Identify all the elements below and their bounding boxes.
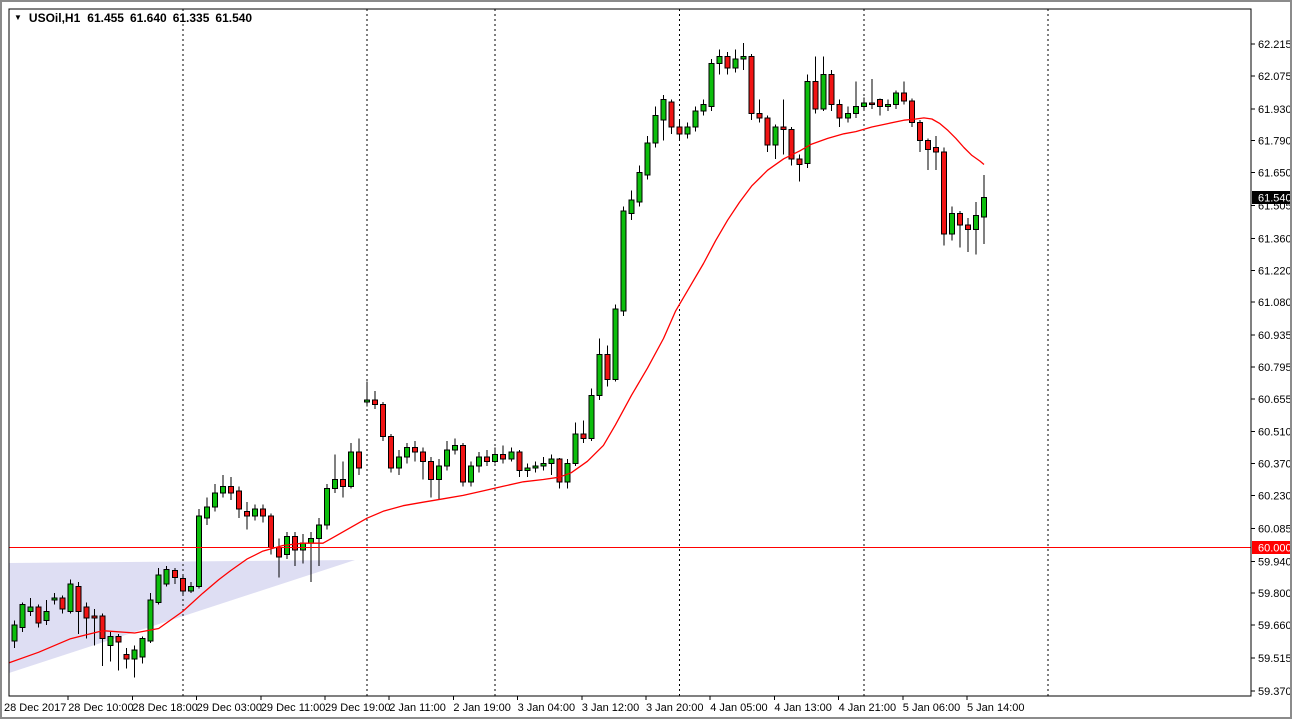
symbol-timeframe-label: USOil,H1 [28, 11, 81, 25]
bar-low-value: 61.335 [172, 11, 210, 25]
time-axis-label: 4 Jan 21:00 [839, 702, 897, 714]
price-axis-label: 60.935 [1258, 330, 1292, 342]
time-axis-label: 29 Dec 11:00 [261, 702, 326, 714]
price-axis-label: 62.075 [1258, 71, 1292, 83]
price-axis-label: 59.370 [1258, 686, 1292, 698]
price-axis-label: 61.080 [1258, 297, 1292, 309]
time-axis-label: 3 Jan 20:00 [646, 702, 704, 714]
price-axis-label: 61.360 [1258, 233, 1292, 245]
price-axis-label: 62.215 [1258, 39, 1292, 51]
time-axis-label: 5 Jan 06:00 [903, 702, 961, 714]
time-axis-label: 2 Jan 19:00 [453, 702, 511, 714]
time-axis-label: 4 Jan 05:00 [710, 702, 768, 714]
time-axis-label: 28 Dec 10:00 [68, 702, 133, 714]
price-axis-label: 60.370 [1258, 459, 1292, 471]
price-axis-label: 60.510 [1258, 427, 1292, 439]
price-axis-label: 61.930 [1258, 104, 1292, 116]
time-axis-label: 3 Jan 04:00 [518, 702, 576, 714]
price-axis-label: 59.800 [1258, 588, 1292, 600]
time-axis-label: 3 Jan 12:00 [582, 702, 640, 714]
svg-text:60.000: 60.000 [1258, 543, 1292, 555]
price-axis[interactable]: 62.21562.07561.93061.79061.65061.50561.3… [1251, 39, 1292, 698]
time-axis-label: 29 Dec 03:00 [197, 702, 262, 714]
price-axis-label: 59.515 [1258, 653, 1292, 665]
plot-frame [8, 8, 1252, 697]
time-axis-label: 28 Dec 18:00 [132, 702, 197, 714]
chart-menu-triangle-icon[interactable]: ▼ [14, 13, 22, 22]
time-axis-label: 29 Dec 19:00 [325, 702, 390, 714]
bar-open-value: 61.455 [87, 11, 124, 25]
candles-layer [9, 42, 987, 678]
time-axis-label: 2 Jan 11:00 [389, 702, 446, 714]
hline-price-tag: 60.000 [1252, 541, 1292, 555]
price-axis-label: 60.085 [1258, 523, 1292, 535]
current-price-tag: 61.540 [1252, 191, 1292, 205]
bar-close-value: 61.540 [215, 11, 253, 25]
price-axis-label: 60.795 [1258, 362, 1292, 374]
price-axis-label: 61.220 [1258, 265, 1292, 277]
ohlc-readout: 61.455 61.640 61.335 61.540 [87, 11, 252, 25]
price-axis-label: 60.230 [1258, 490, 1292, 502]
time-axis-label: 4 Jan 13:00 [774, 702, 832, 714]
price-axis-label: 61.650 [1258, 167, 1292, 179]
price-axis-label: 60.655 [1258, 394, 1292, 406]
time-axis-label: 28 Dec 2017 [4, 702, 66, 714]
price-axis-label: 59.940 [1258, 556, 1292, 568]
moving-average-line [9, 117, 985, 664]
price-axis-label: 59.660 [1258, 620, 1292, 632]
bar-high-value: 61.640 [129, 11, 167, 25]
svg-text:61.540: 61.540 [1258, 193, 1292, 205]
triangle-pattern-overlay [9, 560, 355, 673]
price-axis-label: 61.790 [1258, 136, 1292, 148]
chart-header: ▼ USOil,H1 61.455 61.640 61.335 61.540 [14, 11, 252, 25]
time-axis-label: 5 Jan 14:00 [967, 702, 1025, 714]
